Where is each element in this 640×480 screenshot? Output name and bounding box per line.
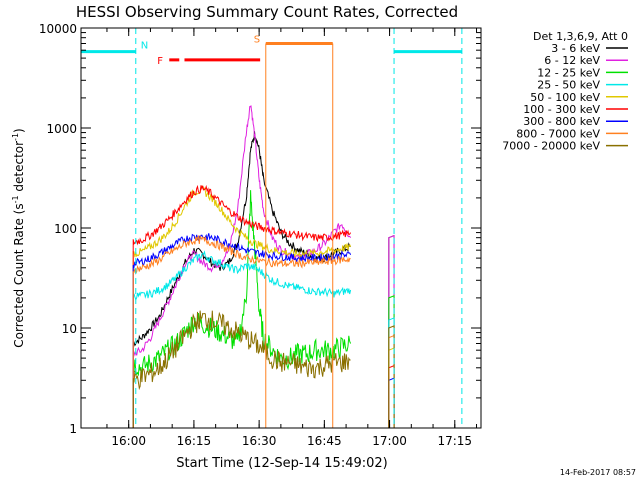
- y-tick-label: 100: [54, 222, 77, 236]
- series-line: [132, 233, 352, 428]
- legend-entry-label: 12 - 25 keV: [537, 66, 600, 79]
- x-tick-label: 17:00: [372, 434, 407, 448]
- x-tick-label: 16:00: [111, 434, 146, 448]
- y-axis-label-sup1: -1: [11, 195, 20, 203]
- x-tick-label: 17:15: [437, 434, 472, 448]
- x-tick-label: 16:15: [177, 434, 212, 448]
- y-axis-label-sup2: -1: [11, 133, 20, 141]
- footer-timestamp: 14-Feb-2017 08:57: [560, 468, 636, 477]
- legend-entry-label: 3 - 6 keV: [551, 42, 600, 55]
- y-axis-label: Corrected Count Rate (s-1 detector-1): [11, 128, 26, 347]
- y-axis: 1 10 100 1000 10000: [39, 22, 481, 436]
- legend-entry-label: 100 - 300 keV: [523, 103, 600, 116]
- y-tick-label: 1: [69, 422, 77, 436]
- y-tick-label: 10000: [39, 22, 77, 36]
- y-axis-label-end: ): [12, 128, 26, 133]
- series-line: [132, 250, 352, 428]
- night-label: N: [141, 41, 148, 52]
- x-axis-label: Start Time (12-Sep-14 15:49:02): [176, 456, 387, 471]
- chart-title: HESSI Observing Summary Count Rates, Cor…: [76, 3, 458, 21]
- saa-label: S: [254, 34, 260, 45]
- series-line: [132, 105, 352, 428]
- y-axis-label-mid: detector: [12, 141, 26, 196]
- legend-entry-label: 50 - 100 keV: [530, 91, 600, 104]
- series-line: [132, 234, 351, 428]
- late-segment-line: [388, 234, 395, 428]
- series-layer: [132, 105, 395, 428]
- series-line: [132, 310, 351, 428]
- late-segment-line: [388, 364, 395, 428]
- y-tick-label: 10: [62, 322, 77, 336]
- legend-entry-label: 7000 - 20000 keV: [502, 140, 600, 153]
- legend-entry-label: 25 - 50 keV: [537, 79, 600, 92]
- marker-layer: NF S: [80, 28, 463, 428]
- series-line: [132, 185, 352, 428]
- x-axis: 16:00 16:15 16:30 16:45 17:00 17:15: [106, 28, 478, 448]
- flare-label: F: [157, 56, 163, 67]
- y-tick-label: 1000: [46, 122, 77, 136]
- series-line: [132, 184, 352, 428]
- late-segment-line: [388, 317, 395, 428]
- late-segment-line: [388, 325, 395, 428]
- x-tick-label: 16:30: [242, 434, 277, 448]
- x-tick-label: 16:45: [307, 434, 342, 448]
- late-segment-line: [388, 347, 395, 428]
- legend-entry-label: 800 - 7000 keV: [516, 127, 600, 140]
- series-line: [132, 190, 352, 428]
- late-segment-line: [388, 295, 395, 428]
- legend-entry-label: 300 - 800 keV: [523, 115, 600, 128]
- legend-entry-label: 6 - 12 keV: [544, 54, 600, 67]
- legend-header: Det 1,3,6,9, Att 0: [533, 30, 628, 43]
- y-axis-label-main: Corrected Count Rate (s: [12, 203, 26, 347]
- late-segment-line: [388, 234, 395, 428]
